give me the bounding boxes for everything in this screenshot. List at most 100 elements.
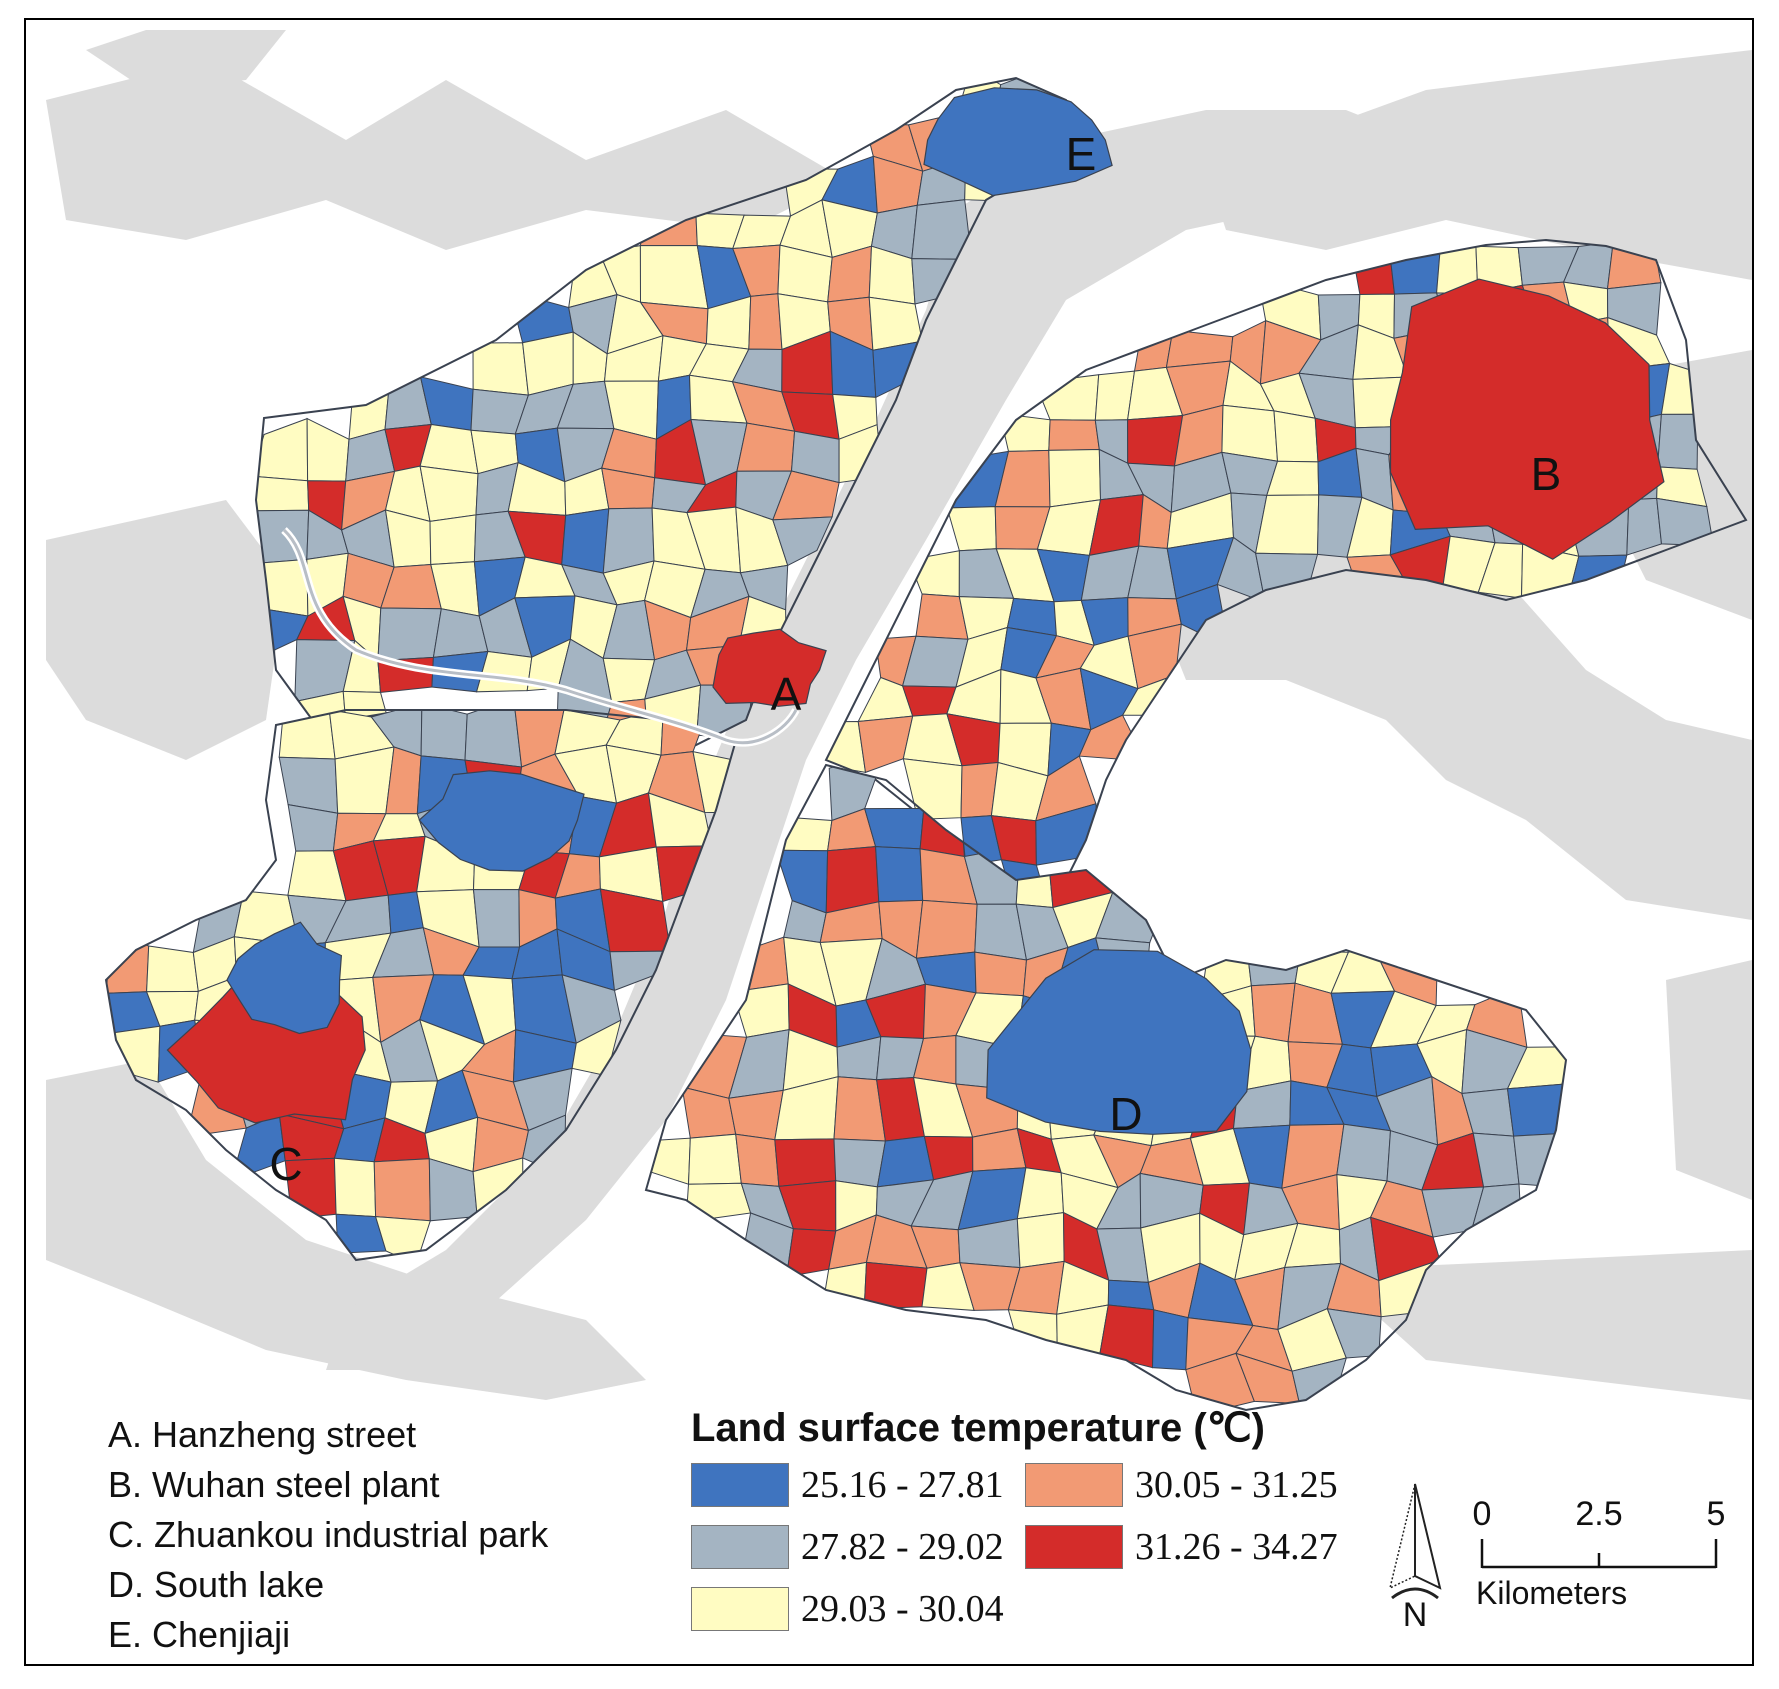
- north-arrow-icon: N: [1380, 1480, 1450, 1634]
- map-frame: A B C D E A. Hanzheng street B. Wuhan steel …: [24, 18, 1754, 1666]
- zone-cell: [106, 929, 150, 994]
- zone-cell: [287, 803, 339, 852]
- water-area-3: [1146, 550, 1752, 920]
- legend-swatch-1: [691, 1463, 789, 1507]
- legend-label-3: 29.03 - 30.04: [801, 1588, 1004, 1630]
- han-river-edge: [282, 528, 798, 745]
- zone-cell: [373, 1158, 431, 1222]
- legend-title: Land surface temperature (℃): [691, 1406, 1265, 1450]
- zone-cell: [1513, 1132, 1566, 1189]
- zone-cell: [774, 1138, 837, 1187]
- place-item-b: B. Wuhan steel plant: [108, 1464, 440, 1505]
- legend-swatch-4: [1025, 1463, 1123, 1507]
- zone-cell: [1221, 404, 1279, 462]
- zone-cell: [1048, 448, 1102, 508]
- zone-cell: [1034, 374, 1100, 421]
- zone-cell: [256, 475, 310, 512]
- zone-cell: [732, 983, 790, 1038]
- zone-cell: [278, 710, 336, 760]
- map-label-e: E: [1066, 128, 1097, 180]
- zone-cell: [1007, 1309, 1058, 1365]
- legend-entry-4: 30.05 - 31.25: [1025, 1463, 1338, 1507]
- water-area-1: [1206, 50, 1752, 280]
- zone-cell: [974, 951, 1028, 997]
- zone-cell: [946, 506, 997, 552]
- legend-label-5: 31.26 - 34.27: [1135, 1526, 1338, 1568]
- zone-cell: [735, 1133, 780, 1187]
- zone-cell: [146, 945, 199, 993]
- zone-cell: [561, 508, 610, 574]
- water-area-8: [1326, 1250, 1752, 1400]
- zone-cell: [256, 417, 309, 482]
- legend-entry-5: 31.26 - 34.27: [1025, 1525, 1338, 1569]
- legend-label-4: 30.05 - 31.25: [1135, 1464, 1338, 1506]
- zone-cell: [908, 550, 960, 598]
- water-area-0: [46, 60, 846, 250]
- legend-label-1: 25.16 - 27.81: [801, 1464, 1004, 1506]
- legend-swatch-2: [691, 1525, 789, 1569]
- water-area-5: [46, 500, 286, 760]
- zone-cell: [875, 846, 924, 903]
- zone-cell: [1657, 413, 1699, 470]
- zone-cell: [1506, 1083, 1566, 1137]
- legend-entry-2: 27.82 - 29.02: [691, 1525, 1004, 1569]
- zone-cell: [915, 899, 978, 959]
- zone-cell: [1336, 1123, 1392, 1182]
- zone-cell: [833, 1138, 886, 1188]
- zone-cell: [1254, 494, 1320, 555]
- zone-cell: [876, 1135, 935, 1188]
- place-item-c: C. Zhuankou industrial park: [108, 1514, 549, 1555]
- scale-tick-0: 0: [1472, 1495, 1492, 1533]
- hankou-district-outline: [254, 76, 1088, 752]
- legend-entry-3: 29.03 - 30.04: [691, 1587, 1004, 1631]
- zone-cell: [687, 1133, 742, 1185]
- map-label-b: B: [1531, 448, 1562, 500]
- zone-cell: [772, 516, 833, 567]
- legend-swatch-3: [691, 1587, 789, 1631]
- legend: Land surface temperature (℃) 25.16 - 27.…: [691, 1405, 1338, 1631]
- zone-cell: [333, 1157, 377, 1218]
- zone-cell: [420, 710, 468, 761]
- legend-swatch-5: [1025, 1525, 1123, 1569]
- zone-cell: [429, 514, 477, 566]
- zone-cell: [472, 342, 529, 396]
- zone-cell: [639, 245, 709, 310]
- zone-cell: [1016, 1167, 1065, 1220]
- zone-cell: [685, 1182, 752, 1223]
- zone-cell: [419, 465, 479, 522]
- water-area-4: [1666, 960, 1752, 1200]
- zone-cell: [1099, 1304, 1155, 1369]
- zone-cell: [748, 293, 783, 351]
- map-label-a: A: [771, 668, 802, 720]
- zone-cell: [1127, 414, 1184, 467]
- zone-cell: [472, 889, 521, 948]
- zone-cell: [1016, 1212, 1065, 1269]
- place-item-e: E. Chenjiaji: [108, 1614, 291, 1655]
- zone-cell: [736, 422, 796, 472]
- north-label: N: [1403, 1596, 1428, 1630]
- zone-cell: [374, 1216, 431, 1260]
- scale-tick-2: 5: [1706, 1495, 1726, 1533]
- legend-label-2: 27.82 - 29.02: [801, 1526, 1004, 1568]
- place-item-d: D. South lake: [108, 1564, 325, 1605]
- zone-cell: [377, 607, 442, 662]
- zone-cell: [1048, 419, 1100, 451]
- scale-bar: 0 2.5 5 Kilometers: [1436, 1495, 1726, 1615]
- water-area-6: [46, 1060, 646, 1400]
- place-labels: A B C D E: [269, 128, 1561, 1190]
- chenjiaji-zone: [923, 87, 1113, 197]
- scale-unit: Kilometers: [1476, 1575, 1628, 1611]
- south-lake-zone: [986, 949, 1252, 1135]
- place-item-a: A. Hanzheng street: [108, 1414, 417, 1455]
- place-list: A. Hanzheng street B. Wuhan steel plant …: [108, 1410, 548, 1660]
- steel-plant-zone: [1389, 278, 1665, 560]
- scale-tick-1: 2.5: [1575, 1495, 1623, 1533]
- east-lake-hanyang-zone: [418, 770, 585, 872]
- water-area-7: [86, 30, 286, 90]
- zone-cell: [728, 1089, 784, 1141]
- legend-entry-1: 25.16 - 27.81: [691, 1463, 1004, 1507]
- hanyang-cool-zone: [226, 921, 343, 1035]
- map-label-c: C: [269, 1138, 302, 1190]
- zone-cell: [646, 1137, 691, 1185]
- hanzheng-zone: [712, 628, 827, 707]
